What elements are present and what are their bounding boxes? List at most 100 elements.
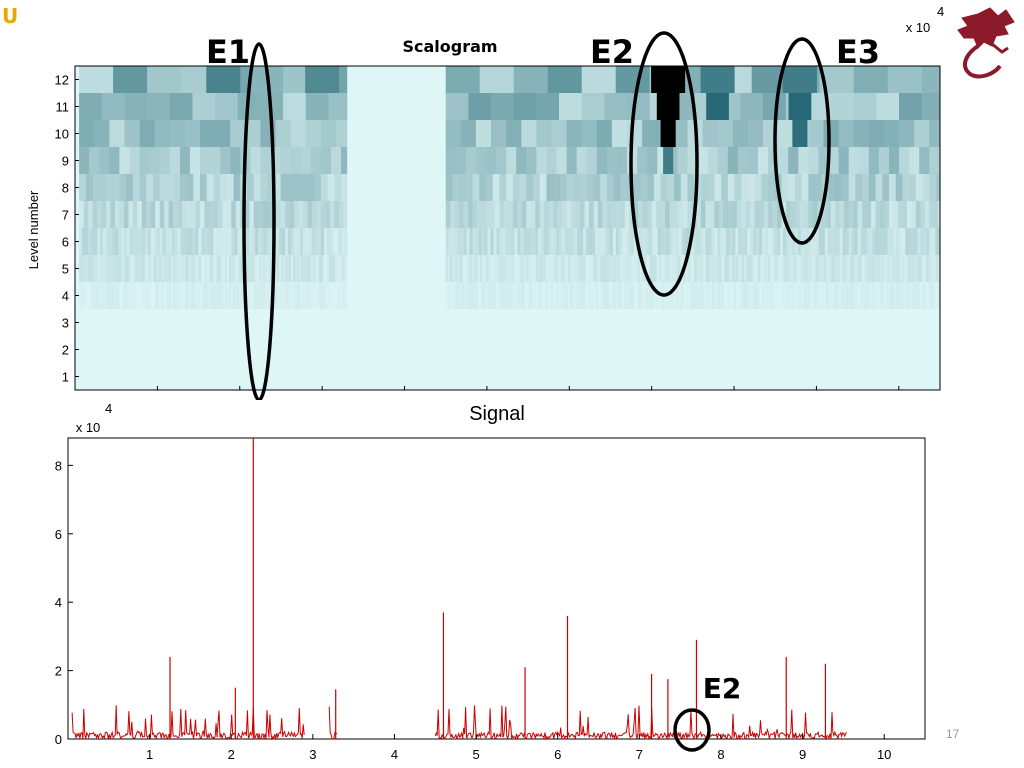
scalogram-cell <box>163 282 166 309</box>
scalogram-cell <box>633 309 637 336</box>
scalogram-cell <box>317 336 320 363</box>
scalogram-cell <box>811 363 815 390</box>
scalogram-cell <box>299 309 302 336</box>
scalogram-cell <box>699 336 703 363</box>
scalogram-cell <box>95 255 98 282</box>
scalogram-cell <box>463 228 467 255</box>
scalogram-cell <box>186 174 194 201</box>
scalogram-cell <box>663 228 667 255</box>
scalogram-cell <box>119 201 125 228</box>
scalogram-cell <box>533 363 537 390</box>
scalogram-cell <box>209 255 212 282</box>
scalogram-cell <box>785 255 789 282</box>
scalogram-cell <box>697 147 709 174</box>
scalogram-cell <box>255 228 259 255</box>
scalogram-cell <box>179 309 182 336</box>
scalogram-cell <box>209 309 212 336</box>
scalogram-cell <box>735 282 739 309</box>
scalogram-cell <box>685 282 689 309</box>
scalogram-cell <box>586 174 594 201</box>
scalogram-cell <box>453 309 457 336</box>
scalogram-cell <box>539 363 543 390</box>
scalogram-cell <box>569 255 573 282</box>
scalogram-cell <box>95 336 98 363</box>
scalogram-cell <box>230 147 241 174</box>
scalogram-cell <box>914 120 930 147</box>
scalogram-cell <box>877 336 881 363</box>
scalogram-cell <box>663 336 667 363</box>
scalogram-cell <box>95 282 98 309</box>
scalogram-cell <box>260 147 271 174</box>
scalogram-cell <box>655 255 659 282</box>
scalogram-cell <box>555 282 559 309</box>
scalogram-cell <box>878 228 882 255</box>
scalogram-cell <box>569 282 573 309</box>
scalogram-cell <box>767 336 771 363</box>
scalogram-cell <box>897 201 903 228</box>
scalogram-cell <box>119 336 122 363</box>
scalogram-cell <box>929 201 935 228</box>
scalogram-cell <box>659 363 663 390</box>
scalogram-cell <box>123 255 126 282</box>
scalogram-cell <box>847 336 851 363</box>
scalogram-cell <box>181 336 184 363</box>
scalogram-cell <box>539 174 547 201</box>
scalogram-cell <box>905 255 909 282</box>
scalogram-cell <box>639 255 643 282</box>
scalogram-cell <box>905 363 909 390</box>
scalogram-cell <box>241 363 244 390</box>
scalogram-cell <box>627 228 632 255</box>
scalogram-cell <box>183 309 186 336</box>
scalogram-cell <box>762 228 766 255</box>
scalogram-cell <box>785 309 789 336</box>
scalogram-cell <box>477 201 482 228</box>
scalogram-cell <box>228 228 232 255</box>
scalogram-cell <box>557 336 561 363</box>
scalogram-cell <box>85 363 88 390</box>
scalogram-cell <box>551 309 555 336</box>
scalogram-cell <box>97 255 100 282</box>
scalogram-cell <box>289 282 292 309</box>
scalogram-cell <box>526 174 534 201</box>
scalogram-cell <box>345 309 348 336</box>
scalogram-cell <box>702 228 706 255</box>
scalogram-cell <box>113 363 116 390</box>
scalogram-cell <box>459 363 463 390</box>
scalogram-cell <box>151 363 154 390</box>
scalogram-cell <box>332 228 337 255</box>
scalogram-cell <box>773 309 777 336</box>
scalogram-cell <box>702 120 719 147</box>
scalogram-cell <box>681 282 685 309</box>
scalogram-cell <box>801 309 805 336</box>
scalogram-cell <box>743 255 747 282</box>
scalogram-cell <box>139 120 156 147</box>
scalogram-cell <box>237 93 261 120</box>
scalogram-cell <box>523 228 527 255</box>
scalogram-cell <box>868 120 885 147</box>
scalogram-cell <box>137 255 140 282</box>
scalogram-cell <box>895 282 899 309</box>
scalogram-cell <box>341 309 344 336</box>
scalogram-cell <box>285 336 288 363</box>
scalogram-cell <box>499 282 503 309</box>
scalogram-cell <box>237 336 240 363</box>
scalogram-cell <box>89 309 92 336</box>
scalogram-cell <box>673 282 677 309</box>
scalogram-cell <box>625 255 629 282</box>
scalogram-cell <box>135 309 138 336</box>
scalogram-cell <box>201 336 204 363</box>
scalogram-cell <box>457 363 461 390</box>
scalogram-cell <box>929 174 937 201</box>
scalogram-cell <box>139 336 142 363</box>
scalogram-cell <box>896 228 900 255</box>
scalogram-cell <box>241 336 244 363</box>
scalogram-cell <box>571 309 575 336</box>
scalogram-cell <box>329 255 332 282</box>
scalogram-cell <box>593 174 601 201</box>
scalogram-cell <box>607 282 611 309</box>
scalogram-cell <box>845 309 849 336</box>
scalogram-cell <box>867 309 871 336</box>
scalogram-cell <box>275 309 278 336</box>
scalogram-cell <box>314 174 322 201</box>
scalogram-cell <box>143 255 146 282</box>
